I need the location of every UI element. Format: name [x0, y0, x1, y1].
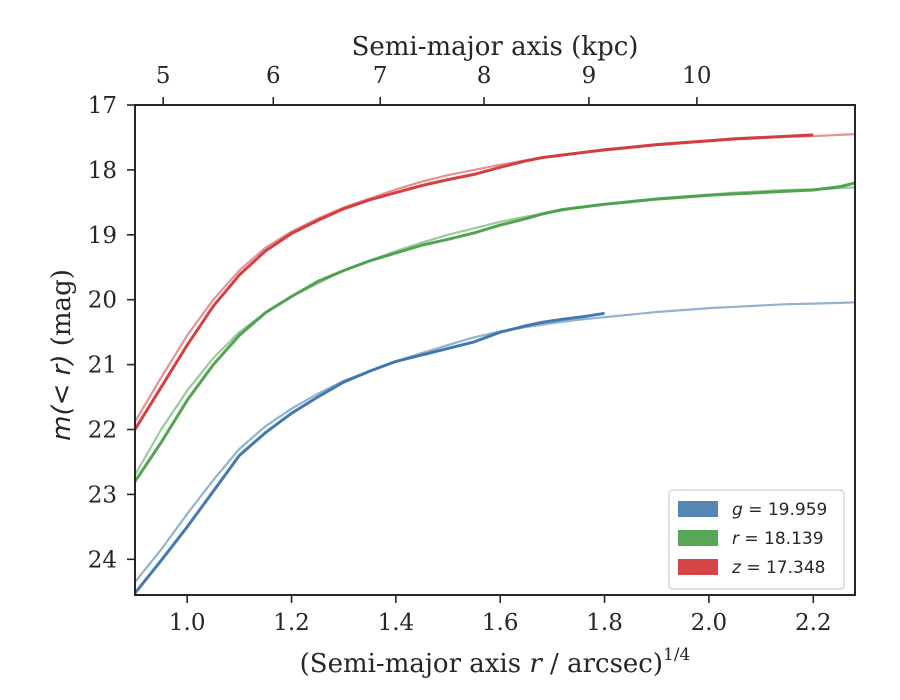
legend-label-g: g = 19.959 [732, 500, 827, 520]
legend-swatch-z [678, 559, 718, 575]
series-layer [135, 133, 855, 595]
plot-frame [134, 104, 856, 596]
x-tick-label: 1.6 [482, 610, 519, 636]
y-tick-label: 17 [88, 93, 117, 119]
top-axis-title: Semi-major axis (kpc) [352, 32, 639, 62]
top-tick-label: 5 [156, 63, 171, 89]
x-axis-title-superscript: 1/4 [663, 645, 690, 665]
y-axis-title-math: m(< r) [47, 355, 77, 441]
y-tick-label: 22 [88, 418, 117, 444]
x-tick-label: 2.0 [691, 610, 728, 636]
series-z-profile-line [135, 133, 814, 431]
top-tick-label: 8 [477, 63, 492, 89]
y-tick-label: 24 [88, 547, 117, 573]
y-tick-label: 19 [88, 223, 117, 249]
top-tick-label: 7 [373, 63, 388, 89]
x-tick-label: 1.4 [378, 610, 415, 636]
x-axis-title-suffix: / arcsec) [542, 649, 663, 679]
legend-entries: g = 19.959 r = 18.139 z = 17.348 [678, 500, 827, 578]
x-tick-label: 1.8 [586, 610, 623, 636]
top-tick-label: 10 [682, 63, 711, 89]
series-g-profile-line [135, 311, 605, 595]
x-axis-title-var: r [529, 649, 543, 679]
legend-swatch-r [678, 530, 718, 546]
x-tick-label: 2.2 [795, 610, 832, 636]
legend-label-z: z = 17.348 [731, 558, 825, 578]
x-axis-title-prefix: (Semi-major axis [300, 649, 530, 679]
legend-swatch-g [678, 501, 718, 517]
top-tick-label: 6 [266, 63, 281, 89]
x-axis-title: (Semi-major axis r / arcsec)1/4 [300, 645, 691, 679]
ticks-layer: 1.0 1.2 1.4 1.6 1.8 2.0 2.2 5 6 7 8 9 10 17 18 19 20 21 22… [88, 63, 832, 636]
x-tick-label: 1.0 [169, 610, 206, 636]
y-axis-title-unit: (mag) [47, 269, 77, 354]
x-tick-label: 1.2 [273, 610, 310, 636]
legend-label-r: r = 18.139 [732, 529, 824, 549]
legend: g = 19.959 r = 18.139 z = 17.348 [668, 489, 845, 590]
top-tick-label: 9 [582, 63, 597, 89]
series-r-profile-line [135, 181, 855, 483]
y-tick-label: 21 [88, 353, 117, 379]
y-tick-label: 20 [88, 288, 117, 314]
y-tick-label: 23 [88, 482, 117, 508]
y-tick-label: 18 [88, 158, 117, 184]
y-axis-title: m(< r) (mag) [47, 269, 77, 441]
